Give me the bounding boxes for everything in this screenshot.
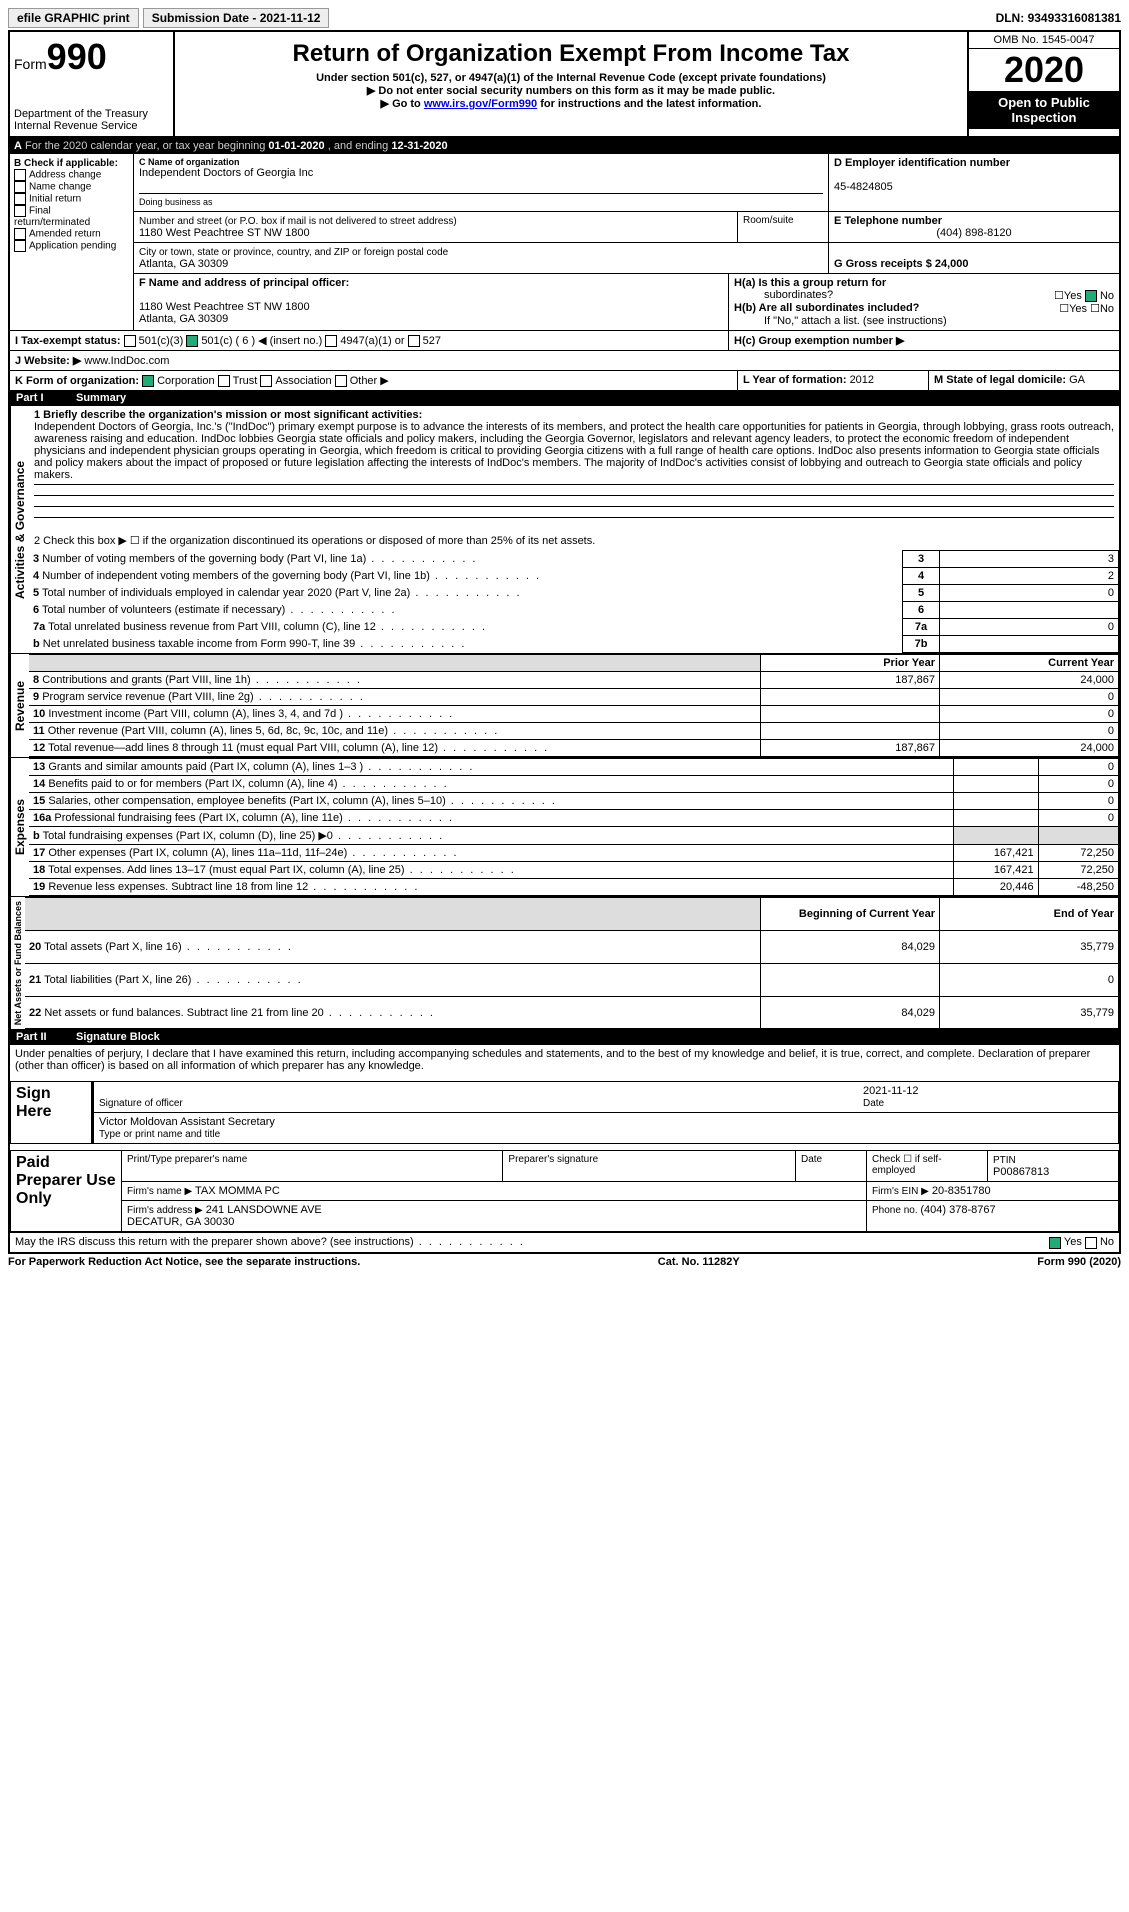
irs-link[interactable]: www.irs.gov/Form990 bbox=[424, 98, 537, 110]
hdr-right: OMB No. 1545-0047 2020 Open to Public In… bbox=[967, 32, 1119, 136]
sign-here: Sign Here Signature of officer 2021-11-1… bbox=[10, 1081, 1119, 1144]
efile-btn[interactable]: efile GRAPHIC print bbox=[8, 8, 139, 28]
may-discuss: May the IRS discuss this return with the… bbox=[10, 1232, 1119, 1251]
period-bar: A For the 2020 calendar year, or tax yea… bbox=[10, 138, 1119, 154]
subdate-btn[interactable]: Submission Date - 2021-11-12 bbox=[143, 8, 330, 28]
paid-preparer: Paid Preparer Use Only Print/Type prepar… bbox=[10, 1150, 1119, 1232]
dln: DLN: 93493316081381 bbox=[996, 11, 1121, 25]
check-icon bbox=[1049, 1237, 1061, 1249]
vlabel-revenue: Revenue bbox=[10, 654, 29, 757]
section-B: B Check if applicable: Address changeNam… bbox=[10, 154, 134, 330]
check-icon bbox=[1085, 290, 1097, 302]
part1-bar: Part ISummary bbox=[10, 390, 1119, 406]
declaration: Under penalties of perjury, I declare th… bbox=[10, 1045, 1119, 1075]
check-icon bbox=[142, 375, 154, 387]
vlabel-net: Net Assets or Fund Balances bbox=[10, 897, 25, 1029]
top-bar: efile GRAPHIC print Submission Date - 20… bbox=[8, 8, 1121, 28]
footer: For Paperwork Reduction Act Notice, see … bbox=[8, 1256, 1121, 1268]
hdr-left: Form990 Department of the Treasury Inter… bbox=[10, 32, 175, 136]
vlabel-activities: Activities & Governance bbox=[10, 406, 29, 653]
vlabel-expenses: Expenses bbox=[10, 758, 29, 896]
part2-bar: Part IISignature Block bbox=[10, 1029, 1119, 1045]
hdr-mid: Return of Organization Exempt From Incom… bbox=[175, 32, 967, 136]
section-C: C Name of organization Independent Docto… bbox=[134, 154, 1119, 330]
form-title: Return of Organization Exempt From Incom… bbox=[179, 40, 963, 68]
form-container: Form990 Department of the Treasury Inter… bbox=[8, 30, 1121, 1254]
check-icon bbox=[186, 335, 198, 347]
